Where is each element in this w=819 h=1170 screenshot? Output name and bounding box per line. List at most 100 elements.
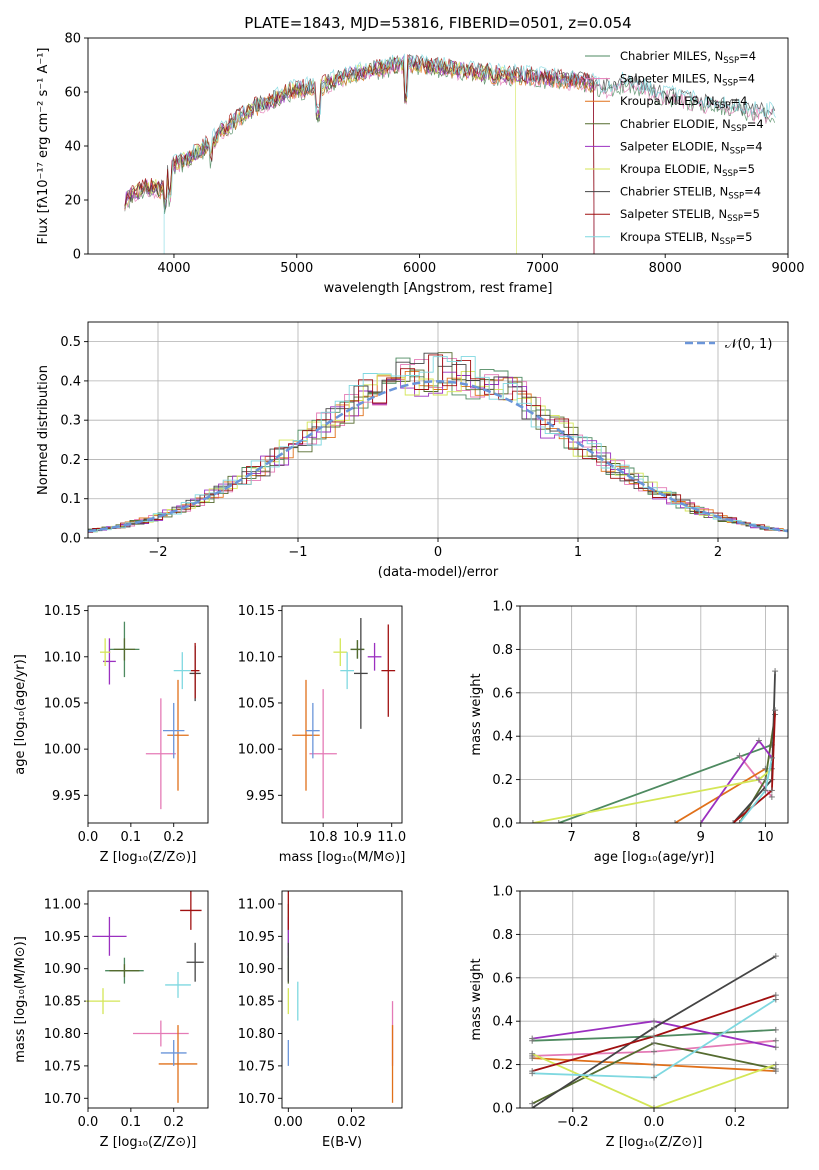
y-tick-label: 10.05 (238, 696, 275, 711)
x-axis-label: Z [log₁₀(Z/Z⊙)] (606, 1135, 703, 1150)
y-tick-label: 0.4 (492, 1015, 513, 1030)
y-axis-label: Flux [fλ10⁻¹⁷ erg cm⁻² s⁻¹ A⁻¹] (36, 48, 51, 245)
residuals-panel: −2 −1 0 1 2 0.0 0.1 0.2 0.3 0.4 0.5 (data-model)/er… (36, 321, 789, 580)
y-axis-label: mass weight (469, 958, 484, 1040)
axes-frame (87, 37, 789, 255)
y-tick-label: 10.70 (44, 1092, 81, 1107)
y-tick-label: 10.85 (44, 995, 81, 1010)
x-tick-label: −1 (288, 545, 307, 560)
y-tick-label: 10.75 (238, 1059, 275, 1074)
x-tick-label: 8 (632, 830, 640, 845)
y-tick-label: 0.2 (60, 453, 81, 468)
x-axis-label: (data-model)/error (378, 565, 499, 580)
x-tick-label: 11.0 (377, 830, 406, 845)
x-axis-label: E(B-V) (322, 1135, 362, 1150)
y-tick-label: 0.8 (492, 643, 513, 658)
x-tick-label: 0.2 (163, 1115, 184, 1130)
x-tick-label: 9000 (771, 261, 804, 276)
legend-entry: Chabrier STELIB, NSSP=4 (620, 185, 761, 202)
y-tick-label: 10.90 (238, 962, 275, 977)
y-tick-label: 0.2 (492, 773, 513, 788)
x-tick-label: −0.2 (557, 1115, 589, 1130)
axes-frame (281, 890, 403, 1109)
y-tick-label: 9.95 (52, 789, 81, 804)
y-tick-label: 80 (64, 32, 81, 47)
axes-frame (519, 890, 789, 1109)
y-tick-label: 10.95 (238, 930, 275, 945)
histogram-series (88, 371, 788, 533)
mass_weight_vs_age-panel: 7 8 9 10 0.0 0.2 0.4 0.6 0.8 1.0 age [log₁₀(age/yr… (469, 600, 789, 865)
x-tick-label: 9 (697, 830, 705, 845)
legend-entry: Salpeter STELIB, NSSP=5 (620, 207, 760, 224)
y-tick-label: 10.75 (44, 1059, 81, 1074)
y-axis-label: mass [log₁₀(M/M⊙)] (13, 936, 28, 1063)
axes-frame (281, 605, 403, 824)
x-tick-label: 2 (714, 545, 722, 560)
x-tick-label: 8000 (649, 261, 682, 276)
spectrum-panel: 4000 5000 6000 7000 8000 9000 0 20 40 60 80 wavelen… (36, 32, 805, 297)
y-tick-label: 0.1 (60, 492, 81, 507)
legend-entry: Salpeter ELODIE, NSSP=4 (620, 139, 763, 156)
legend-entry: Kroupa STELIB, NSSP=5 (620, 230, 752, 247)
x-axis-label: Z [log₁₀(Z/Z⊙)] (100, 850, 197, 865)
weight-series (558, 744, 773, 823)
histogram-series (88, 356, 788, 533)
x-tick-label: 0.02 (337, 1115, 366, 1130)
x-tick-label: 0.0 (78, 830, 99, 845)
x-tick-label: 10.9 (343, 830, 372, 845)
x-axis-label: mass [log₁₀(M/M⊙)] (279, 850, 406, 865)
y-tick-label: 0.4 (492, 730, 513, 745)
weight-lines (529, 953, 779, 1108)
axes-frame (519, 605, 789, 824)
x-tick-label: 10.8 (309, 830, 338, 845)
axes-frame (87, 890, 209, 1109)
legend-entry: 𝒩(0, 1) (725, 337, 772, 352)
x-tick-label: 10 (757, 830, 774, 845)
x-tick-label: 0.2 (725, 1115, 746, 1130)
y-tick-label: 11.00 (44, 897, 81, 912)
x-axis-label: wavelength [Angstrom, rest frame] (324, 281, 553, 296)
x-tick-label: −2 (148, 545, 167, 560)
x-tick-label: 5000 (280, 261, 313, 276)
y-tick-label: 0.8 (492, 928, 513, 943)
y-tick-label: 0.4 (60, 374, 81, 389)
axes-frame (87, 321, 789, 539)
y-tick-label: 0.3 (60, 414, 81, 429)
y-tick-label: 0.5 (60, 335, 81, 350)
y-tick-label: 10.80 (44, 1027, 81, 1042)
y-tick-label: 40 (64, 140, 81, 155)
x-tick-label: 0.1 (121, 1115, 142, 1130)
mass_vs_z-panel: 0.0 0.1 0.2 10.70 10.75 10.80 10.85 10.90 10.95 1… (13, 890, 209, 1150)
y-axis-label: mass weight (469, 673, 484, 755)
mass_vs_ebv-panel: 0.00 0.02 10.70 10.75 10.80 10.85 10.90 10.95 11… (238, 890, 403, 1150)
y-tick-label: 10.15 (44, 604, 81, 619)
y-tick-label: 0.0 (492, 1102, 513, 1117)
weight-series (532, 768, 773, 823)
axes-frame (87, 605, 209, 824)
legend-entry: Salpeter MILES, NSSP=4 (620, 72, 755, 89)
y-tick-label: 0.0 (492, 817, 513, 832)
x-axis-label: age [log₁₀(age/yr)] (594, 850, 715, 865)
x-tick-label: 7000 (526, 261, 559, 276)
y-tick-label: 60 (64, 86, 81, 101)
x-tick-label: 0.1 (121, 830, 142, 845)
weight-series (531, 1052, 777, 1108)
y-axis-label: Normed distribution (36, 365, 51, 495)
age_vs_mass-panel: 10.8 10.9 11.0 9.95 10.00 10.05 10.10 10.15 mass… (238, 604, 406, 865)
x-tick-label: 0.0 (78, 1115, 99, 1130)
x-tick-label: 6000 (403, 261, 436, 276)
legend-entry: Kroupa MILES, NSSP=4 (620, 94, 747, 111)
legend-entry: Chabrier ELODIE, NSSP=4 (620, 117, 764, 134)
x-tick-label: 4000 (157, 261, 190, 276)
y-tick-label: 10.10 (44, 650, 81, 665)
spectrum-series (124, 54, 595, 254)
x-tick-label: 0 (434, 545, 442, 560)
age_vs_z-panel: 0.0 0.1 0.2 9.95 10.00 10.05 10.10 10.15 Z [log₁… (13, 604, 209, 865)
y-axis-label: age [log₁₀(age/yr)] (13, 654, 28, 775)
y-tick-label: 1.0 (492, 885, 513, 900)
legend-entry: Chabrier MILES, NSSP=4 (620, 49, 756, 66)
x-tick-label: 0.2 (163, 830, 184, 845)
y-tick-label: 10.90 (44, 962, 81, 977)
y-tick-label: 1.0 (492, 600, 513, 615)
y-tick-label: 0.6 (492, 971, 513, 986)
